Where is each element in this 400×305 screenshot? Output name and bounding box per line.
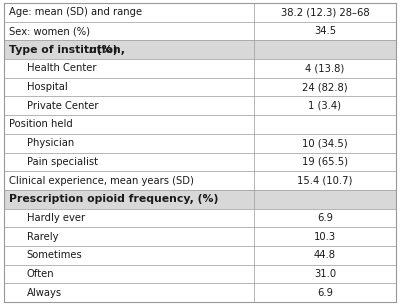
Text: 44.8: 44.8 — [314, 250, 336, 260]
Text: Sometimes: Sometimes — [27, 250, 82, 260]
Text: Physician: Physician — [27, 138, 74, 148]
Text: 10.3: 10.3 — [314, 231, 336, 242]
Text: Age: mean (SD) and range: Age: mean (SD) and range — [9, 7, 142, 17]
Text: 15.4 (10.7): 15.4 (10.7) — [297, 175, 353, 185]
Bar — [4, 152, 396, 171]
Bar — [4, 134, 396, 152]
Bar — [4, 171, 396, 190]
Text: 6.9: 6.9 — [317, 288, 333, 298]
Text: 10 (34.5): 10 (34.5) — [302, 138, 348, 148]
Text: 19 (65.5): 19 (65.5) — [302, 157, 348, 167]
Text: Pain specialist: Pain specialist — [27, 157, 98, 167]
Text: Hardly ever: Hardly ever — [27, 213, 85, 223]
Text: Health Center: Health Center — [27, 63, 96, 74]
Bar — [4, 41, 396, 59]
Bar — [4, 246, 396, 265]
Text: 38.2 (12.3) 28–68: 38.2 (12.3) 28–68 — [281, 7, 369, 17]
Text: Rarely: Rarely — [27, 231, 58, 242]
Text: 31.0: 31.0 — [314, 269, 336, 279]
Text: Sex: women (%): Sex: women (%) — [9, 26, 90, 36]
Bar — [4, 3, 396, 22]
Text: Private Center: Private Center — [27, 101, 98, 111]
Text: 1 (3.4): 1 (3.4) — [308, 101, 342, 111]
Bar — [4, 115, 396, 134]
Text: 6.9: 6.9 — [317, 213, 333, 223]
Text: 34.5: 34.5 — [314, 26, 336, 36]
Text: Prescription opioid frequency, (%): Prescription opioid frequency, (%) — [9, 194, 218, 204]
Text: Hospital: Hospital — [27, 82, 68, 92]
Bar — [4, 190, 396, 209]
Text: 4 (13.8): 4 (13.8) — [305, 63, 345, 74]
Text: Position held: Position held — [9, 120, 72, 130]
Text: Type of institution,: Type of institution, — [9, 45, 128, 55]
Text: n: n — [89, 45, 96, 55]
Bar — [4, 227, 396, 246]
Bar — [4, 96, 396, 115]
Text: (%): (%) — [93, 45, 118, 55]
Bar — [4, 209, 396, 227]
Text: Clinical experience, mean years (SD): Clinical experience, mean years (SD) — [9, 175, 194, 185]
Text: 24 (82.8): 24 (82.8) — [302, 82, 348, 92]
Bar — [4, 22, 396, 41]
Text: Always: Always — [27, 288, 62, 298]
Bar — [4, 264, 396, 283]
Bar — [4, 78, 396, 96]
Text: Often: Often — [27, 269, 54, 279]
Bar — [4, 283, 396, 302]
Bar — [4, 59, 396, 78]
